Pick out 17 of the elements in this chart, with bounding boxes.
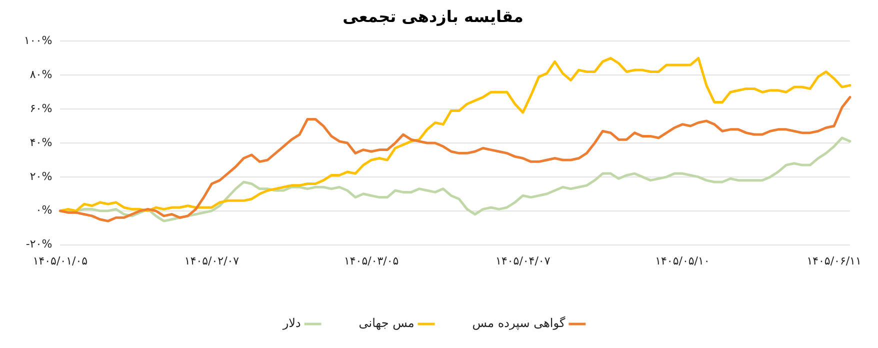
chart-title: مقایسه بازدهی تجمعی (342, 6, 524, 26)
x-tick-label: ۱۴۰۵/۰۲/۰۷ (184, 254, 240, 268)
legend-label: دلار (282, 316, 301, 330)
y-tick-label: ۴۰% (30, 136, 52, 149)
x-tick-label: ۱۴۰۵/۰۶/۱۱ (806, 254, 862, 268)
legend-label: مس جهانی (358, 316, 414, 330)
legend-label: گواهی سپرده مس (472, 316, 566, 330)
y-tick-label: ۸۰% (30, 68, 52, 81)
x-tick-label: ۱۴۰۵/۰۱/۰۵ (32, 254, 88, 268)
x-tick-label: ۱۴۰۵/۰۳/۰۵ (344, 254, 399, 268)
y-tick-label: -۲۰% (26, 238, 52, 251)
y-tick-label: ۲۰% (30, 170, 52, 183)
x-tick-label: ۱۴۰۵/۰۴/۰۷ (496, 254, 550, 268)
y-tick-label: ۶۰% (30, 102, 52, 115)
y-tick-label: ۱۰۰% (24, 34, 52, 48)
x-tick-label: ۱۴۰۵/۰۵/۱۰ (655, 254, 710, 268)
y-tick-label: ۰% (36, 204, 52, 217)
